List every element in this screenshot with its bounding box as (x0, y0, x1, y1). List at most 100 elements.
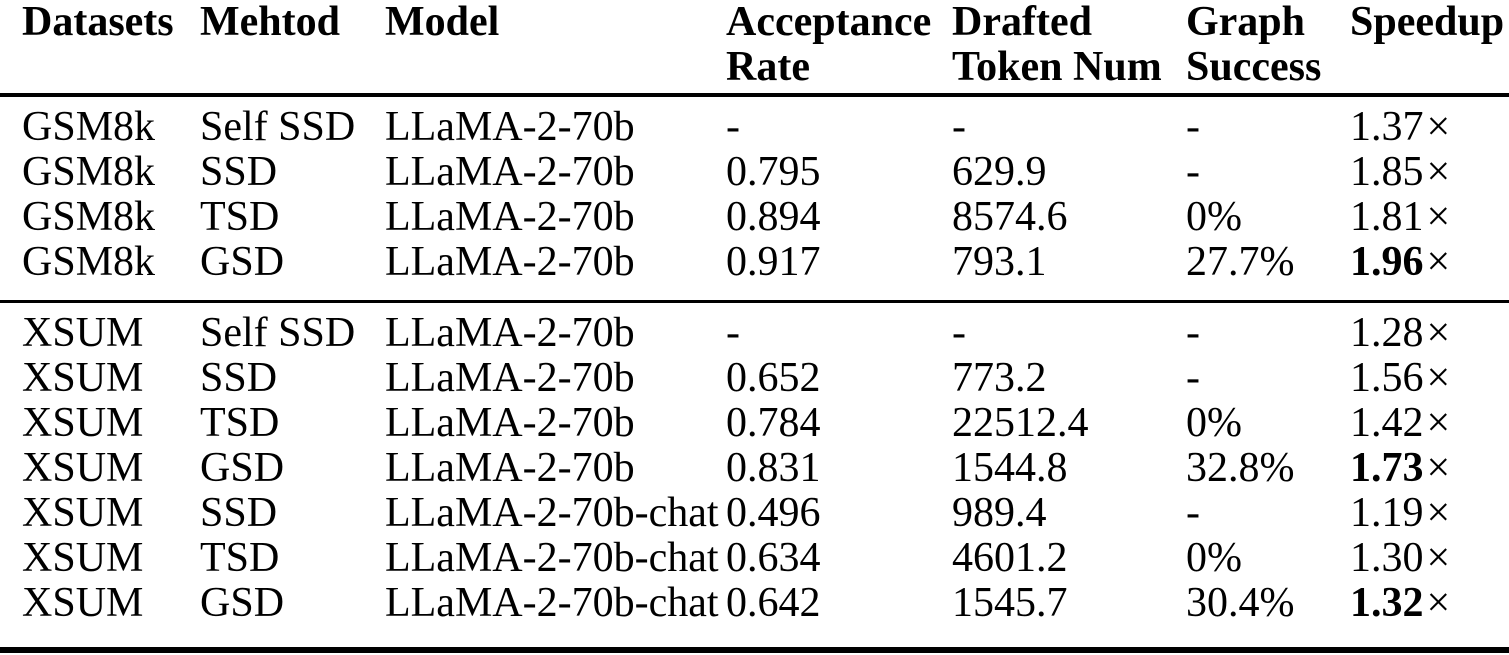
table-row: GSM8k TSD LLaMA-2-70b 0.894 8574.6 0% 1.81× (0, 195, 1509, 240)
cell-acceptance-rate: 0.642 (726, 581, 821, 626)
cell-dataset: GSM8k (22, 240, 156, 285)
cell-method: TSD (200, 536, 280, 581)
cell-speedup: 1.96× (1350, 240, 1509, 302)
times-symbol: × (1426, 401, 1451, 446)
cell-drafted-token-num: 793.1 (952, 240, 1047, 285)
table-group-gsm8k: GSM8k Self SSD LLaMA-2-70b - - -1.37× GSM8k SSD… (0, 95, 1509, 302)
cell-model: LLaMA-2-70b-chat (385, 581, 719, 626)
speedup-value: 1.81 (1350, 195, 1424, 240)
column-header-method: Mehtod (200, 0, 385, 97)
table-row: XSUM SSD LLaMA-2-70b 0.652 773.2 - 1.56× (0, 356, 1509, 401)
cell-dataset: GSM8k (22, 195, 156, 240)
speedup-value: 1.96 (1350, 240, 1424, 285)
cell-graph-success: - (1186, 104, 1200, 150)
times-symbol: × (1426, 356, 1451, 401)
speedup-value: 1.56 (1350, 356, 1424, 401)
cell-drafted-token-num: 629.9 (952, 150, 1047, 195)
times-symbol: × (1426, 491, 1451, 536)
cell-acceptance-rate: 0.795 (726, 150, 821, 195)
cell-graph-success: 32.8% (1186, 446, 1295, 491)
cell-model: LLaMA-2-70b (385, 195, 635, 240)
cell-drafted-token-num: 8574.6 (952, 195, 1068, 240)
speedup-value: 1.28 (1350, 310, 1424, 356)
cell-drafted-token-num: 989.4 (952, 491, 1047, 536)
times-symbol: × (1426, 581, 1451, 626)
table-row: XSUM GSD LLaMA-2-70b-chat 0.642 1545.7 30.4% 1… (0, 581, 1509, 650)
cell-speedup: 1.19× (1350, 491, 1509, 536)
table-row: XSUM GSD LLaMA-2-70b 0.831 1544.8 32.8% 1.73× (0, 446, 1509, 491)
speedup-value: 1.19 (1350, 491, 1424, 536)
cell-drafted-token-num: 22512.4 (952, 401, 1089, 446)
cell-speedup: 1.81× (1350, 195, 1509, 240)
cell-drafted-token-num: - (952, 104, 966, 150)
cell-dataset: XSUM (22, 401, 144, 446)
cell-method: TSD (200, 195, 280, 240)
table-row: GSM8k SSD LLaMA-2-70b 0.795 629.9 - 1.85× (0, 150, 1509, 195)
cell-method: SSD (200, 150, 278, 195)
table-row: GSM8k GSD LLaMA-2-70b 0.917 793.1 27.7% 1.96× (0, 240, 1509, 302)
cell-dataset: XSUM (22, 356, 144, 401)
cell-method: TSD (200, 401, 280, 446)
cell-acceptance-rate: 0.917 (726, 240, 821, 285)
times-symbol: × (1426, 310, 1451, 356)
cell-dataset: XSUM (22, 310, 144, 356)
cell-model: LLaMA-2-70b (385, 401, 635, 446)
table-row: XSUM Self SSD LLaMA-2-70b - - - 1.28× (0, 302, 1509, 357)
cell-graph-success: 0% (1186, 195, 1242, 240)
cell-acceptance-rate: 0.634 (726, 536, 821, 581)
speedup-value: 1.30 (1350, 536, 1424, 581)
cell-speedup: 1.85× (1350, 150, 1509, 195)
cell-model: LLaMA-2-70b (385, 356, 635, 401)
times-symbol: × (1426, 240, 1451, 285)
cell-dataset: GSM8k (22, 104, 156, 150)
cell-acceptance-rate: 0.784 (726, 401, 821, 446)
cell-model: LLaMA-2-70b (385, 446, 635, 491)
times-symbol: × (1426, 195, 1451, 240)
cell-speedup: 1.32× (1350, 581, 1509, 650)
column-header-datasets: Datasets (0, 0, 200, 97)
cell-acceptance-rate: 0.894 (726, 195, 821, 240)
cell-model: LLaMA-2-70b (385, 150, 635, 195)
column-header-drafted-token-num: Drafted Token Num (952, 0, 1186, 97)
cell-dataset: XSUM (22, 581, 144, 626)
cell-acceptance-rate: 0.652 (726, 356, 821, 401)
cell-model: LLaMA-2-70b (385, 240, 635, 285)
cell-method: GSD (200, 240, 285, 285)
speedup-value: 1.73 (1350, 446, 1424, 491)
cell-dataset: GSM8k (22, 150, 156, 195)
cell-graph-success: 27.7% (1186, 240, 1295, 285)
cell-graph-success: - (1186, 150, 1200, 195)
cell-model: LLaMA-2-70b (385, 310, 635, 356)
header-row: Datasets Mehtod Model Acceptance Rate Dr… (0, 0, 1509, 97)
cell-graph-success: 0% (1186, 401, 1242, 446)
cell-graph-success: 0% (1186, 536, 1242, 581)
cell-dataset: XSUM (22, 491, 144, 536)
cell-dataset: XSUM (22, 536, 144, 581)
cell-drafted-token-num: - (952, 310, 966, 356)
table-header: Datasets Mehtod Model Acceptance Rate Dr… (0, 0, 1509, 97)
column-header-graph-success: Graph Success (1186, 0, 1350, 97)
cell-method: SSD (200, 491, 278, 536)
speedup-value: 1.32 (1350, 581, 1424, 626)
cell-method: GSD (200, 446, 285, 491)
cell-method: Self SSD (200, 104, 356, 150)
table-row: XSUM SSD LLaMA-2-70b-chat 0.496 989.4 - 1.19× (0, 491, 1509, 536)
column-header-speedup: Speedup (1350, 0, 1509, 97)
times-symbol: × (1426, 150, 1451, 195)
cell-graph-success: - (1186, 310, 1200, 356)
speedup-value: 1.85 (1350, 150, 1424, 195)
cell-graph-success: 30.4% (1186, 581, 1295, 626)
cell-acceptance-rate: - (726, 104, 740, 150)
cell-acceptance-rate: 0.496 (726, 491, 821, 536)
cell-speedup: 1.73× (1350, 446, 1509, 491)
cell-speedup: 1.30× (1350, 536, 1509, 581)
table-row: XSUM TSD LLaMA-2-70b-chat 0.634 4601.2 0% 1.30… (0, 536, 1509, 581)
cell-model: LLaMA-2-70b-chat (385, 536, 719, 581)
cell-drafted-token-num: 1544.8 (952, 446, 1068, 491)
cell-model: LLaMA-2-70b-chat (385, 491, 719, 536)
table-row: XSUM TSD LLaMA-2-70b 0.784 22512.4 0% 1.42× (0, 401, 1509, 446)
cell-speedup: 1.28× (1350, 302, 1509, 357)
cell-drafted-token-num: 4601.2 (952, 536, 1068, 581)
cell-graph-success: - (1186, 491, 1200, 536)
